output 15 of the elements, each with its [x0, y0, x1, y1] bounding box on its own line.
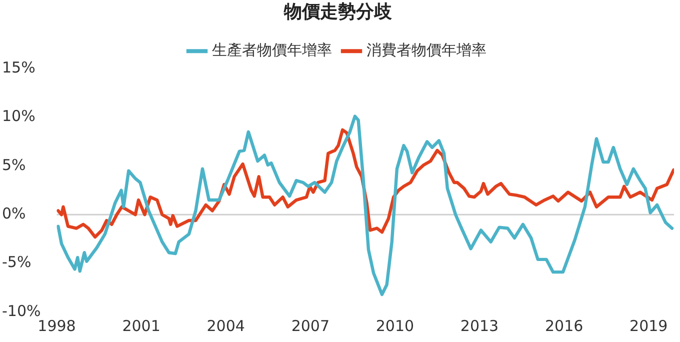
legend-label: 生產者物價年增率 — [212, 40, 332, 59]
chart-title: 物價走勢分歧 — [283, 1, 393, 22]
x-tick-label: 2013 — [460, 316, 499, 335]
y-tick-label: 10% — [2, 107, 36, 126]
x-tick-label: 2016 — [544, 316, 584, 335]
legend-label: 消費者物價年增率 — [366, 40, 486, 59]
y-tick-label: 5% — [2, 156, 26, 174]
y-tick-label: 15% — [2, 58, 36, 76]
x-tick-label: 2001 — [122, 316, 160, 335]
x-tick-label: 2010 — [376, 316, 414, 335]
y-tick-label: 0% — [2, 204, 26, 223]
x-tick-label: 2019 — [630, 316, 668, 335]
x-tick-label: 2007 — [291, 316, 330, 335]
y-tick-label: -5% — [2, 253, 32, 272]
x-tick-label: 2004 — [206, 316, 245, 335]
